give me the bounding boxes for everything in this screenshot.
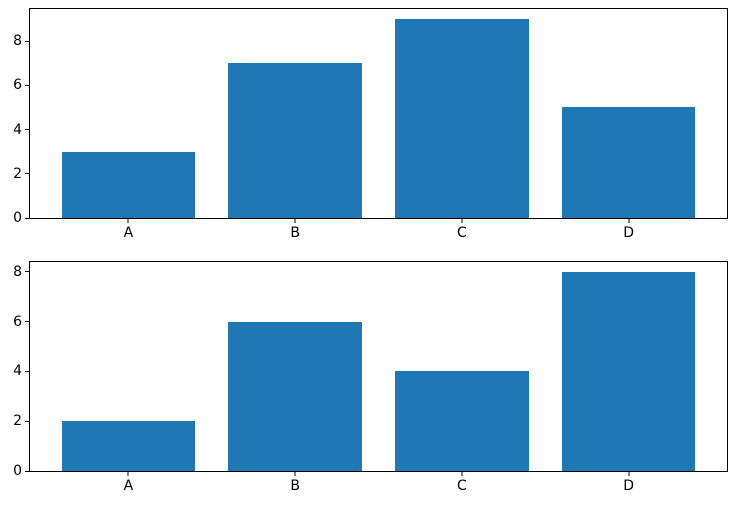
bar-A — [61, 151, 196, 218]
y-tick-label-2: 2 — [13, 413, 22, 430]
y-tick-label-6: 6 — [13, 77, 22, 94]
y-tick-label-4: 4 — [13, 121, 22, 138]
bar-B — [228, 321, 362, 471]
bar-C — [395, 18, 529, 218]
x-tick-mark — [294, 219, 296, 223]
x-tick-mark — [461, 219, 463, 223]
x-tick-mark — [628, 472, 630, 476]
bar-D — [561, 107, 696, 218]
x-tick-label-C: C — [456, 478, 467, 494]
y-tick-mark — [25, 217, 29, 219]
y-tick-label-2: 2 — [13, 165, 22, 182]
x-tick-label-D: D — [623, 225, 634, 241]
y-tick-mark — [25, 271, 29, 273]
plot-area-top: A B C D 0 2 4 6 8 — [13, 8, 728, 240]
y-tick-label-4: 4 — [13, 363, 22, 380]
x-tick-label-A: A — [123, 225, 134, 241]
y-tick-label-0: 0 — [13, 210, 22, 226]
y-tick-label-6: 6 — [13, 313, 22, 330]
y-tick-label-0: 0 — [13, 463, 22, 479]
x-tick-label-C: C — [456, 225, 467, 241]
bar-A — [61, 421, 196, 471]
x-tick-label-D: D — [623, 478, 634, 494]
x-tick-label-B: B — [290, 225, 300, 241]
plot-area-bottom: A B C D 0 2 4 6 8 — [13, 261, 728, 493]
x-tick-mark — [127, 219, 129, 223]
y-tick-mark — [25, 84, 29, 86]
x-tick-mark — [294, 472, 296, 476]
x-tick-mark — [461, 472, 463, 476]
bar-C — [395, 371, 529, 471]
y-tick-mark — [25, 173, 29, 175]
y-tick-label-8: 8 — [13, 33, 22, 50]
x-tick-label-B: B — [290, 478, 300, 494]
y-tick-label-8: 8 — [13, 263, 22, 280]
x-tick-mark — [127, 472, 129, 476]
y-tick-mark — [25, 321, 29, 323]
bar-D — [561, 271, 696, 471]
y-tick-mark — [25, 129, 29, 131]
y-tick-mark — [25, 470, 29, 472]
bar-B — [228, 63, 362, 218]
y-tick-mark — [25, 420, 29, 422]
y-tick-mark — [25, 40, 29, 42]
y-tick-mark — [25, 370, 29, 372]
x-tick-label-A: A — [123, 478, 134, 494]
x-tick-mark — [628, 219, 630, 223]
